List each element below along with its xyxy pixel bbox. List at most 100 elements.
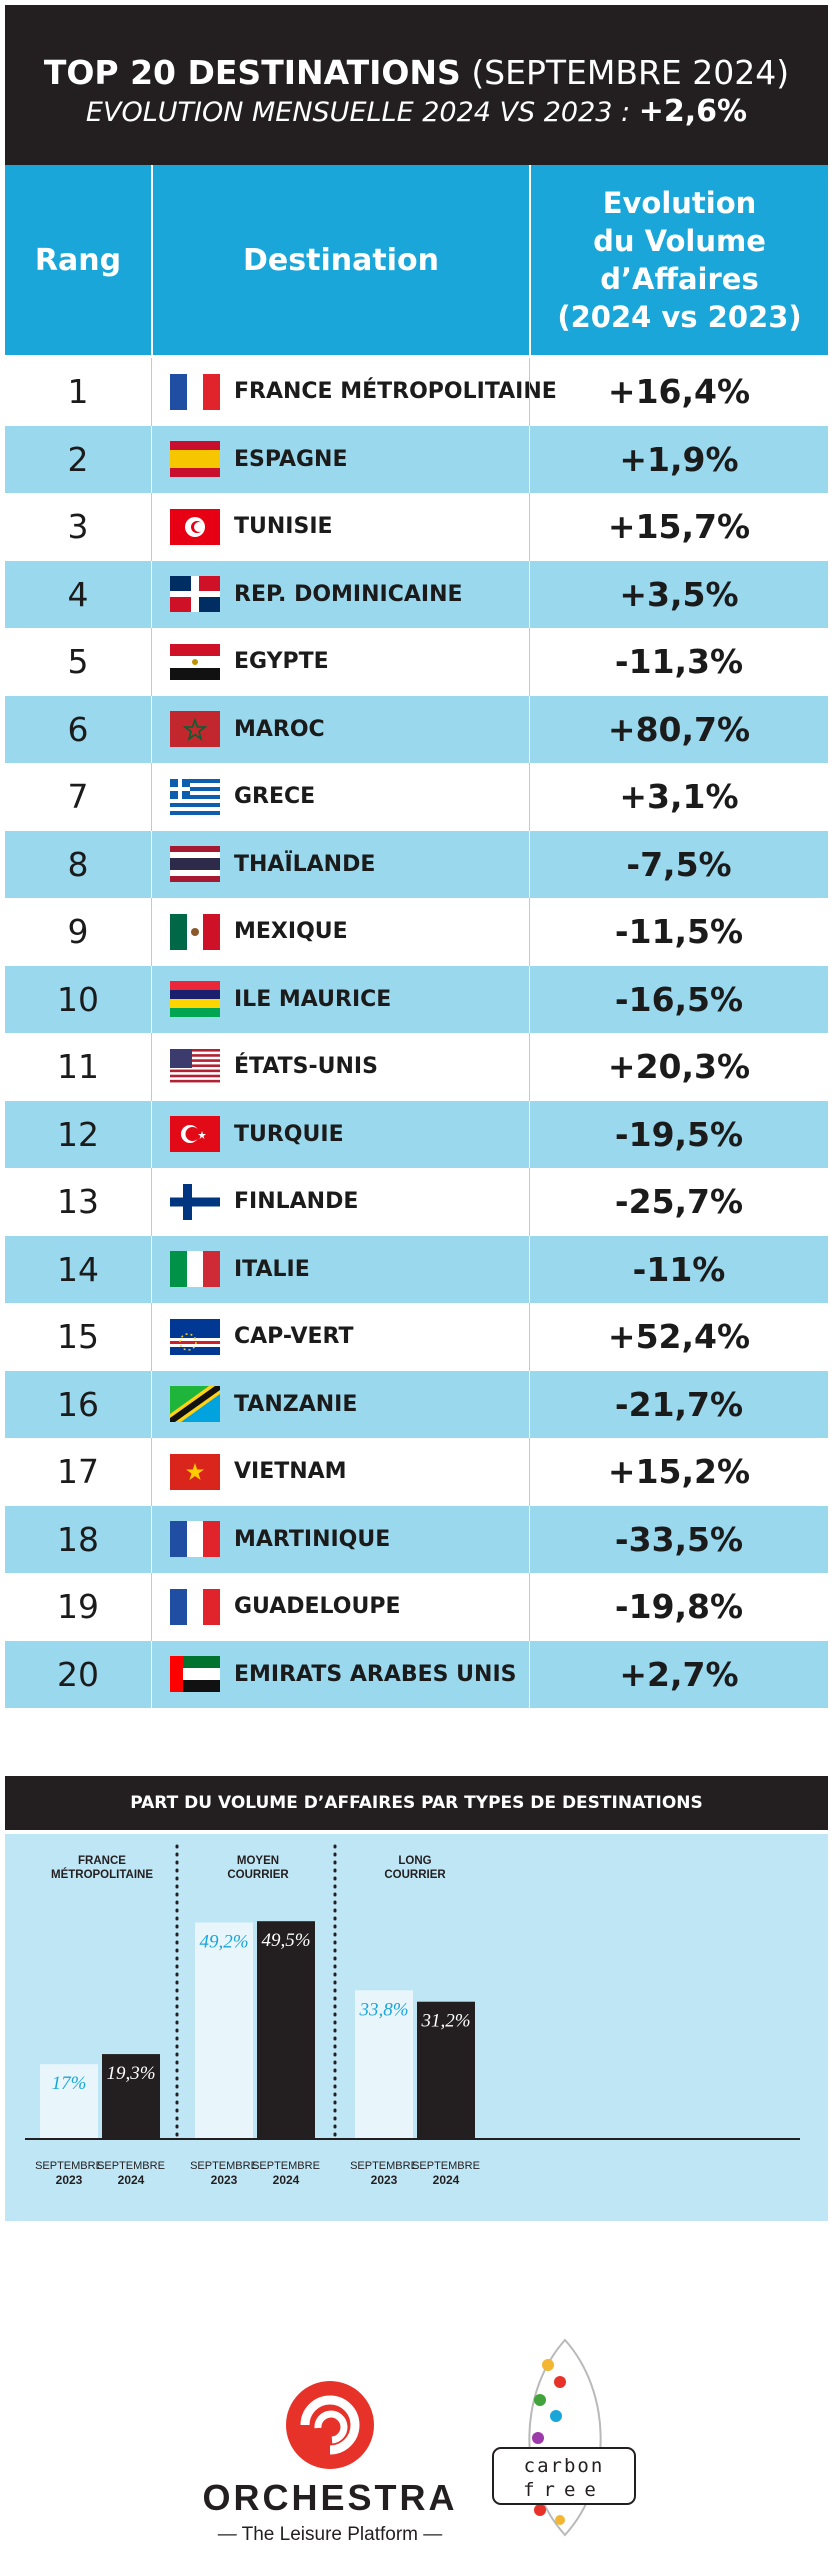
evolution-cell: -11% (529, 1235, 828, 1303)
group-label: COURRIER (384, 1869, 446, 1881)
destination-name: TURQUIE (234, 1121, 344, 1147)
italy-flag-icon (170, 1251, 220, 1288)
evolution-cell: +15,2% (529, 1438, 828, 1506)
x-tick-period: SEPTEMBRE (190, 2160, 258, 2172)
rank-cell: 12 (57, 1114, 99, 1154)
bar-value-label: 19,3% (106, 2063, 155, 2084)
rank-cell: 2 (67, 439, 89, 479)
destination-name: REP. DOMINICAINE (234, 581, 463, 607)
table-row: 13 FINLANDE -25,7% (5, 1168, 828, 1236)
destination-name: VIETNAM (234, 1459, 347, 1485)
table-row: 6 MAROC +80,7% (5, 695, 828, 763)
group-label: MÉTROPOLITAINE (51, 1868, 153, 1881)
evolution-cell: +3,1% (529, 763, 828, 831)
group-label: LONG (398, 1855, 431, 1867)
evolution-cell: +20,3% (529, 1033, 828, 1101)
rank-cell: 16 (57, 1384, 99, 1424)
turkey-flag-icon (170, 1116, 220, 1153)
bar-value-label: 31,2% (420, 2011, 470, 2032)
rank-cell: 19 (57, 1587, 99, 1627)
destination-name: THAÏLANDE (234, 851, 376, 877)
cape-verde-flag-icon (170, 1318, 220, 1355)
rank-cell: 6 (67, 709, 89, 749)
evolution-cell: -16,5% (529, 965, 828, 1033)
table-row: 20 EMIRATS ARABES UNIS +2,7% (5, 1640, 828, 1708)
x-tick-period: SEPTEMBRE (35, 2160, 103, 2172)
uae-flag-icon (170, 1656, 220, 1693)
table-row: 8 THAÏLANDE -7,5% (5, 830, 828, 898)
chart-title: PART DU VOLUME D’AFFAIRES PAR TYPES DE D… (5, 1776, 828, 1830)
subtitle-value: +2,6% (638, 94, 748, 129)
destination-name: EGYPTE (234, 649, 329, 675)
table-row: 9 MEXIQUE -11,5% (5, 898, 828, 966)
x-tick-year: 2024 (118, 2173, 145, 2187)
usa-flag-icon (170, 1048, 220, 1083)
evolution-cell: +16,4% (529, 358, 828, 426)
tunisia-flag-icon (170, 508, 220, 545)
mexico-flag-icon (170, 913, 220, 950)
x-tick-year: 2023 (371, 2173, 398, 2187)
dominican-republic-flag-icon (170, 576, 220, 613)
evolution-cell: +2,7% (529, 1640, 828, 1708)
bar-value-label: 49,5% (261, 1930, 310, 1951)
evolution-header-line: Evolution (602, 186, 757, 220)
evolution-header-line: (2024 vs 2023) (557, 300, 802, 334)
egypt-flag-icon (170, 643, 220, 680)
x-tick-period: SEPTEMBRE (252, 2160, 320, 2172)
destination-name: ÉTATS-UNIS (234, 1054, 378, 1080)
carbon-text: carbon (524, 2455, 605, 2477)
table-row: 19 GUADELOUPE -19,8% (5, 1573, 828, 1641)
rank-cell: 17 (57, 1452, 99, 1492)
x-tick-year: 2024 (433, 2173, 460, 2187)
destination-cell: MEXIQUE (151, 898, 529, 966)
table-row: 17 VIETNAM +15,2% (5, 1438, 828, 1506)
destination-name: ITALIE (234, 1256, 310, 1282)
logos-svg: ORCHESTRA — The Leisure Platform — carbo… (202, 2338, 636, 2545)
orchestra-tagline: — The Leisure Platform — (218, 2524, 443, 2545)
x-tick-year: 2024 (273, 2173, 300, 2187)
greece-flag-icon (170, 778, 220, 815)
evolution-cell: -19,5% (529, 1100, 828, 1168)
x-tick-period: SEPTEMBRE (97, 2160, 165, 2172)
bar (257, 1921, 315, 2139)
rank-cell: 15 (57, 1317, 99, 1357)
bar-value-label: 33,8% (358, 1999, 408, 2020)
evolution-cell: +52,4% (529, 1303, 828, 1371)
evolution-cell: -11,5% (529, 898, 828, 966)
destination-cell: MAROC (151, 695, 529, 763)
destination-name: ESPAGNE (234, 446, 348, 472)
evolution-cell: -21,7% (529, 1370, 828, 1438)
bar-value-label: 17% (52, 2073, 87, 2094)
table-row: 11 ÉTATS-UNIS +20,3% (5, 1033, 828, 1101)
column-header-destination: Destination (151, 165, 529, 355)
group-label: COURRIER (227, 1869, 289, 1881)
table-row: 12 TURQUIE -19,5% (5, 1100, 828, 1168)
destination-cell: EMIRATS ARABES UNIS (151, 1640, 529, 1708)
rank-cell: 8 (67, 844, 89, 884)
destination-cell: FRANCE MÉTROPOLITAINE (151, 358, 557, 426)
page-title: TOP 20 DESTINATIONS (SEPTEMBRE 2024) (5, 53, 828, 93)
table-row: 3 TUNISIE +15,7% (5, 493, 828, 561)
table-row: 1 FRANCE MÉTROPOLITAINE +16,4% (5, 358, 828, 426)
destination-cell: REP. DOMINICAINE (151, 560, 529, 628)
destination-cell: FINLANDE (151, 1168, 529, 1236)
destination-cell: VIETNAM (151, 1438, 529, 1506)
footer-logos: ORCHESTRA — The Leisure Platform — carbo… (0, 2320, 833, 2560)
column-header-rank: Rang (34, 242, 122, 278)
destination-cell: ILE MAURICE (151, 965, 529, 1033)
destination-cell: GRECE (151, 763, 529, 831)
carbon-free-logo: carbon free (492, 2338, 636, 2537)
title-bold: TOP 20 DESTINATIONS (43, 53, 461, 92)
destinations-table: 1 FRANCE MÉTROPOLITAINE +16,4% 2 ESPAGNE +1,9… (5, 358, 828, 1708)
evolution-cell: -33,5% (529, 1505, 828, 1573)
evolution-cell: -7,5% (529, 830, 828, 898)
destination-name: FINLANDE (234, 1189, 359, 1215)
evolution-cell: -25,7% (529, 1168, 828, 1236)
rank-cell: 7 (67, 777, 89, 817)
destination-cell: MARTINIQUE (151, 1505, 529, 1573)
subtitle-text: EVOLUTION MENSUELLE 2024 VS 2023 : (85, 97, 631, 128)
destination-name: GRECE (234, 784, 316, 810)
bar (355, 1990, 413, 2139)
destination-cell: TUNISIE (151, 493, 529, 561)
evolution-header-line: du Volume (593, 224, 766, 258)
